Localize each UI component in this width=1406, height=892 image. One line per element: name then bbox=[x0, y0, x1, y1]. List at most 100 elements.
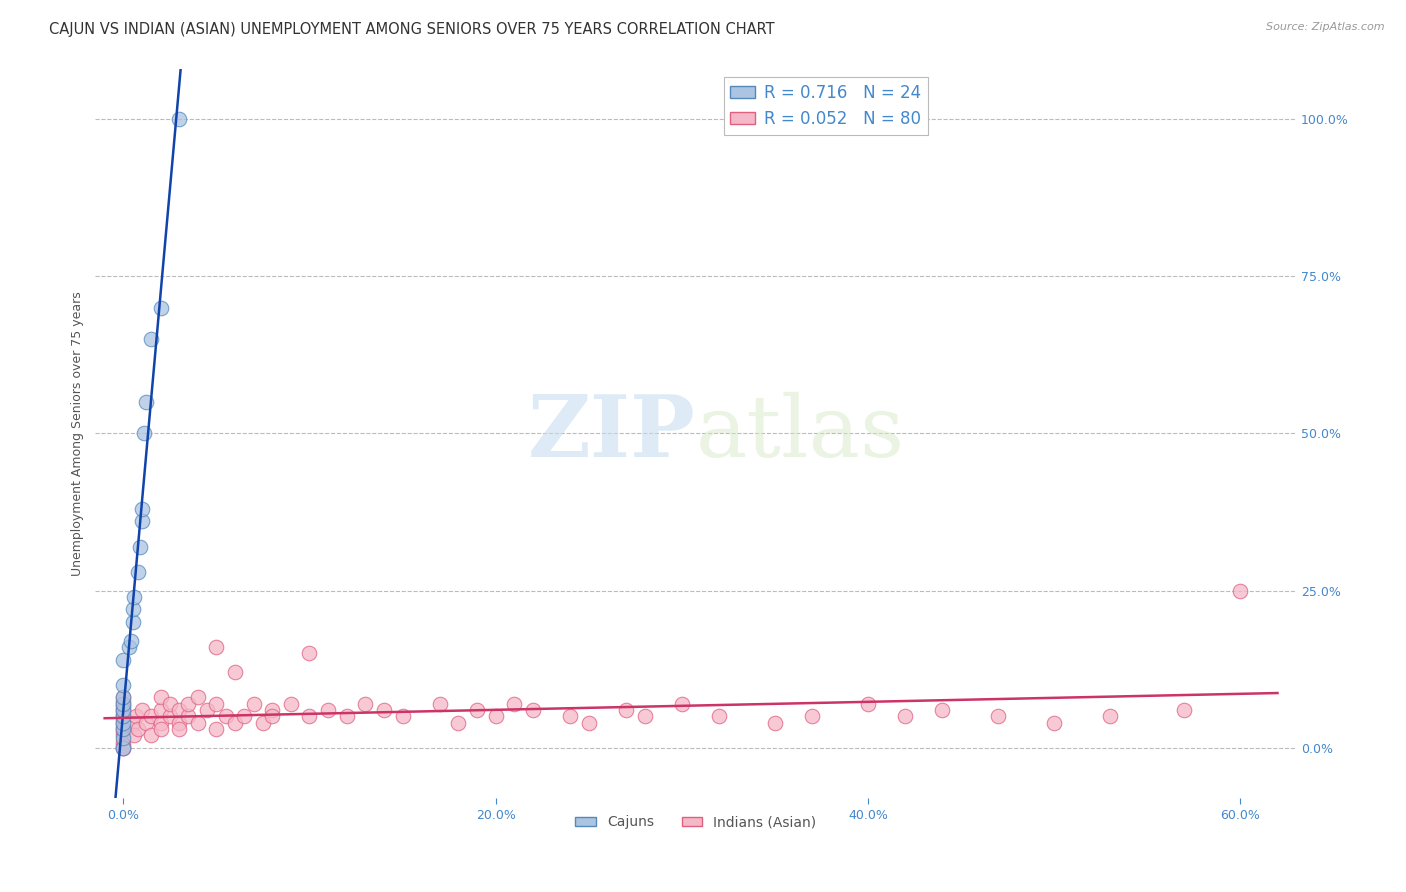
Point bbox=[215, 709, 238, 723]
Point bbox=[242, 697, 264, 711]
Point bbox=[187, 690, 209, 705]
Point bbox=[1098, 709, 1121, 723]
Point bbox=[112, 715, 135, 730]
Point bbox=[120, 633, 142, 648]
Point bbox=[931, 703, 953, 717]
Y-axis label: Unemployment Among Seniors over 75 years: Unemployment Among Seniors over 75 years bbox=[72, 291, 84, 575]
Point bbox=[127, 565, 149, 579]
Point bbox=[112, 731, 135, 746]
Point bbox=[112, 703, 135, 717]
Point bbox=[112, 740, 135, 755]
Point bbox=[135, 715, 157, 730]
Point bbox=[856, 697, 879, 711]
Point bbox=[252, 715, 274, 730]
Point bbox=[522, 703, 544, 717]
Point bbox=[167, 722, 190, 736]
Point bbox=[124, 728, 146, 742]
Point bbox=[112, 738, 135, 752]
Point bbox=[167, 703, 190, 717]
Point bbox=[1173, 703, 1195, 717]
Point bbox=[112, 715, 135, 730]
Point bbox=[131, 515, 153, 529]
Point bbox=[131, 501, 153, 516]
Point bbox=[141, 728, 163, 742]
Legend: Cajuns, Indians (Asian): Cajuns, Indians (Asian) bbox=[569, 810, 823, 835]
Text: ZIP: ZIP bbox=[529, 392, 696, 475]
Point bbox=[132, 426, 155, 441]
Point bbox=[280, 697, 302, 711]
Point bbox=[187, 715, 209, 730]
Point bbox=[177, 709, 200, 723]
Point bbox=[205, 722, 228, 736]
Point bbox=[149, 703, 172, 717]
Point bbox=[149, 722, 172, 736]
Point bbox=[262, 709, 284, 723]
Point bbox=[503, 697, 526, 711]
Point bbox=[354, 697, 377, 711]
Text: Source: ZipAtlas.com: Source: ZipAtlas.com bbox=[1267, 22, 1385, 32]
Point bbox=[987, 709, 1010, 723]
Point bbox=[484, 709, 506, 723]
Point bbox=[118, 640, 141, 655]
Point bbox=[125, 709, 148, 723]
Point bbox=[112, 700, 135, 714]
Point bbox=[112, 728, 135, 742]
Point bbox=[336, 709, 359, 723]
Point bbox=[707, 709, 730, 723]
Point bbox=[159, 709, 181, 723]
Point bbox=[894, 709, 917, 723]
Point bbox=[112, 690, 135, 705]
Point bbox=[127, 722, 149, 736]
Text: atlas: atlas bbox=[696, 392, 905, 475]
Point bbox=[1229, 583, 1251, 598]
Point bbox=[112, 709, 135, 723]
Point bbox=[614, 703, 637, 717]
Point bbox=[149, 301, 172, 315]
Point bbox=[121, 715, 143, 730]
Point bbox=[112, 653, 135, 667]
Point bbox=[135, 395, 157, 409]
Point bbox=[224, 665, 246, 680]
Point bbox=[558, 709, 581, 723]
Point bbox=[112, 706, 135, 721]
Point bbox=[578, 715, 600, 730]
Point bbox=[112, 713, 135, 727]
Point bbox=[112, 722, 135, 736]
Point bbox=[112, 693, 135, 707]
Point bbox=[195, 703, 218, 717]
Point bbox=[801, 709, 824, 723]
Point bbox=[112, 703, 135, 717]
Point bbox=[298, 709, 321, 723]
Point bbox=[112, 697, 135, 711]
Point bbox=[124, 590, 146, 604]
Point bbox=[121, 615, 143, 629]
Point bbox=[447, 715, 470, 730]
Point bbox=[149, 690, 172, 705]
Point bbox=[112, 697, 135, 711]
Point bbox=[763, 715, 786, 730]
Point bbox=[112, 725, 135, 739]
Point bbox=[465, 703, 488, 717]
Point bbox=[177, 697, 200, 711]
Point bbox=[224, 715, 246, 730]
Point bbox=[1043, 715, 1066, 730]
Point bbox=[141, 332, 163, 346]
Point bbox=[112, 690, 135, 705]
Point bbox=[205, 640, 228, 655]
Point bbox=[429, 697, 451, 711]
Point bbox=[316, 703, 339, 717]
Point bbox=[121, 602, 143, 616]
Point bbox=[167, 715, 190, 730]
Point bbox=[233, 709, 256, 723]
Point bbox=[112, 678, 135, 692]
Point bbox=[131, 703, 153, 717]
Point bbox=[671, 697, 693, 711]
Point bbox=[205, 697, 228, 711]
Point bbox=[112, 722, 135, 736]
Point bbox=[298, 647, 321, 661]
Point bbox=[167, 112, 190, 126]
Point bbox=[149, 715, 172, 730]
Point bbox=[112, 740, 135, 755]
Point bbox=[391, 709, 413, 723]
Point bbox=[129, 540, 152, 554]
